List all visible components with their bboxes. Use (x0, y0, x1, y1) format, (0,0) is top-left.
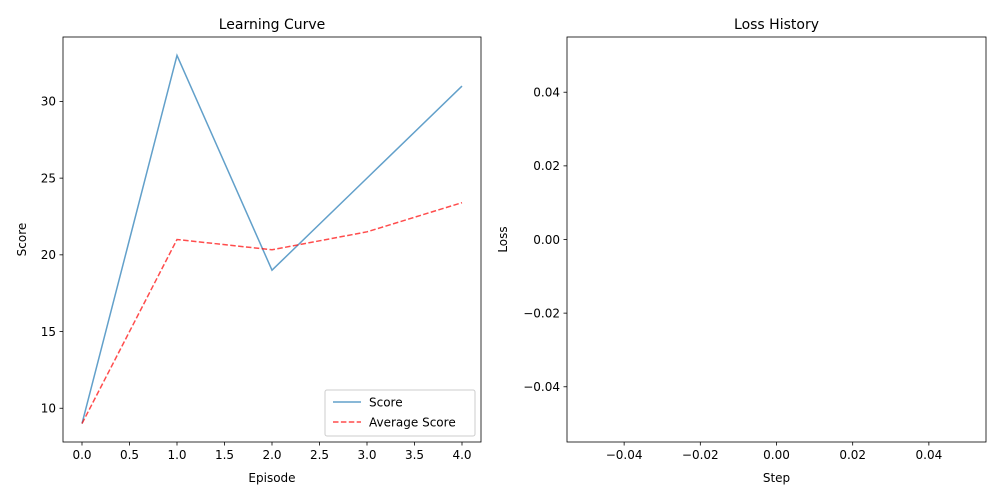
axes-frame (62, 36, 482, 443)
chart-title: Loss History (734, 17, 819, 33)
x-tick-label: 0.0 (72, 448, 91, 462)
x-tick-label: 2.5 (310, 448, 329, 462)
legend: Score Average Score (324, 389, 476, 437)
y-tick-label: 15 (41, 325, 56, 339)
x-tick-label: 0.02 (839, 448, 866, 462)
y-tick-label: −0.04 (523, 380, 560, 394)
y-tick-label: −0.02 (523, 306, 560, 320)
y-tick-label: 0.02 (533, 159, 560, 173)
legend-box (324, 389, 476, 437)
y-tick-label: 20 (41, 248, 56, 262)
x-tick-label: 3.5 (405, 448, 424, 462)
y-tick-label: 25 (41, 171, 56, 185)
x-tick-label: 3.0 (357, 448, 376, 462)
chart-title: Learning Curve (219, 17, 326, 33)
x-tick-label: 0.5 (120, 448, 139, 462)
y-axis-label: Loss (496, 226, 510, 252)
series-line-0 (81, 53, 463, 424)
legend-label: Average Score (369, 415, 456, 429)
y-tick-label: 0.04 (533, 86, 560, 100)
chart-0: 0.0 0.5 1.0 1.5 2.0 2.5 3.0 3.5 4.0 10 15 20 25 30 Lea… (15, 17, 482, 485)
x-tick-label: −0.02 (682, 448, 719, 462)
y-tick-label: 30 (41, 95, 56, 109)
legend-label: Score (369, 395, 403, 409)
chart-1: −0.04 −0.02 0.00 0.02 0.04 −0.04 −0.02 0.00 0.02… (496, 17, 987, 485)
x-tick-label: −0.04 (606, 448, 643, 462)
x-tick-label: 4.0 (452, 448, 471, 462)
series-line-1 (81, 201, 463, 424)
x-tick-label: 0.00 (763, 448, 790, 462)
y-axis-label: Score (15, 223, 29, 257)
x-tick-label: 0.04 (916, 448, 943, 462)
axes-frame (566, 36, 987, 443)
x-axis-label: Step (763, 471, 790, 485)
x-axis-label: Episode (248, 471, 295, 485)
y-tick-label: 10 (41, 402, 56, 416)
x-tick-label: 1.5 (215, 448, 234, 462)
x-tick-label: 1.0 (167, 448, 186, 462)
y-tick-label: 0.00 (533, 233, 560, 247)
x-tick-label: 2.0 (262, 448, 281, 462)
